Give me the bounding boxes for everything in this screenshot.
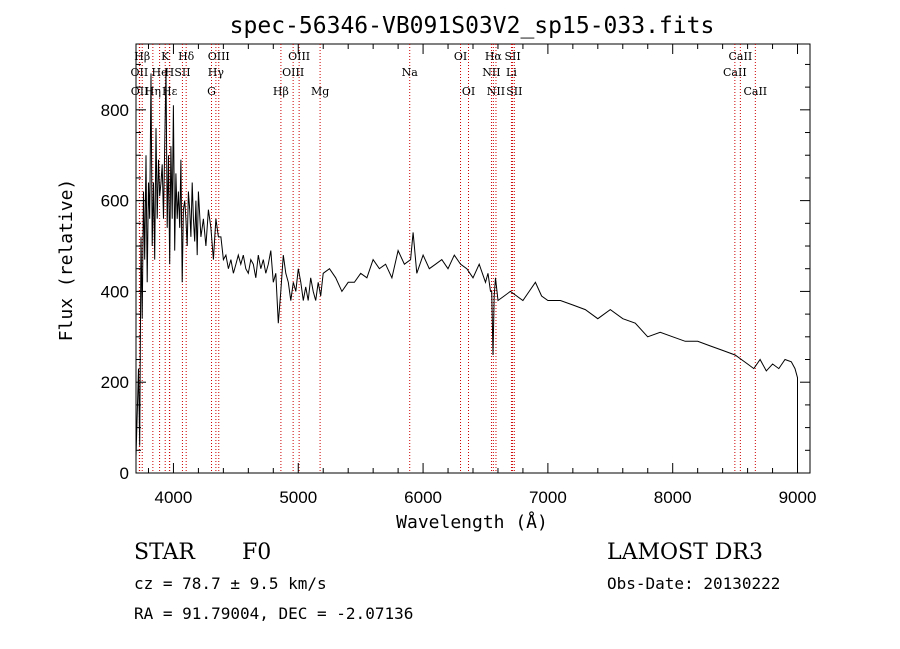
emission-line-label: OIII <box>282 66 304 79</box>
spectrum-series <box>135 68 798 473</box>
emission-line-label: H <box>165 66 175 79</box>
emission-line-label: OII <box>131 85 149 98</box>
x-axis-label: Wavelength (Å) <box>396 511 548 533</box>
x-axis: 4000 5000 6000 7000 8000 9000 <box>147 44 817 507</box>
object-class: STAR <box>134 540 196 565</box>
emission-line-label: Hα <box>485 50 503 63</box>
emission-line-label: Hη <box>145 85 161 98</box>
emission-line-label: Hβ <box>134 50 150 63</box>
x-tick-label: 6000 <box>404 488 442 507</box>
obs-date: Obs-Date: 20130222 <box>607 574 780 593</box>
emission-line-label: NII <box>482 66 500 79</box>
emission-line-label: NII <box>487 85 505 98</box>
emission-line-label: Hβ <box>273 85 289 98</box>
emission-line-label: Mg <box>311 85 329 98</box>
emission-line-label: CaII <box>723 66 747 79</box>
x-tick-label: 5000 <box>279 488 317 507</box>
emission-line-label: SII <box>174 66 190 79</box>
emission-line-label: Hδ <box>178 50 195 63</box>
emission-line-label: Hε <box>162 85 178 98</box>
y-axis: 0 200 400 600 800 <box>101 63 810 483</box>
x-tick-label: 8000 <box>654 488 692 507</box>
x-tick-label: 9000 <box>779 488 817 507</box>
survey-name: LAMOST DR3 <box>607 540 763 565</box>
emission-line-label: Na <box>402 66 419 79</box>
chart-title: spec-56346-VB091S03V2_sp15-033.fits <box>230 13 715 39</box>
emission-line-label: Hγ <box>208 66 225 79</box>
y-axis-label: Flux (relative) <box>56 179 77 342</box>
velocity-readout: cz = 78.7 ± 9.5 km/s <box>134 574 327 593</box>
emission-line-label: OIII <box>208 50 230 63</box>
y-tick-label: 400 <box>101 282 129 301</box>
emission-line-markers <box>138 44 756 473</box>
emission-line-label: SII <box>506 85 522 98</box>
coordinates: RA = 91.79004, DEC = -2.07136 <box>134 604 413 623</box>
y-tick-label: 600 <box>101 192 129 211</box>
emission-line-label: CaII <box>729 50 753 63</box>
y-tick-label: 200 <box>101 373 129 392</box>
x-tick-label: 7000 <box>529 488 567 507</box>
emission-line-label: OII <box>131 66 149 79</box>
emission-line-label: He <box>152 66 168 79</box>
spectrum-line <box>135 68 798 473</box>
emission-line-label: K <box>161 50 170 63</box>
emission-line-label: G <box>207 85 216 98</box>
emission-line-label: OI <box>462 85 475 98</box>
x-tick-label: 4000 <box>155 488 193 507</box>
y-tick-label: 0 <box>120 464 129 483</box>
emission-line-label: Li <box>506 66 517 79</box>
emission-line-label: CaII <box>743 85 767 98</box>
emission-line-label: SII <box>504 50 520 63</box>
object-subclass: F0 <box>242 540 271 565</box>
emission-line-label: OI <box>454 50 467 63</box>
emission-line-label: OIII <box>288 50 310 63</box>
y-tick-label: 800 <box>101 101 129 120</box>
